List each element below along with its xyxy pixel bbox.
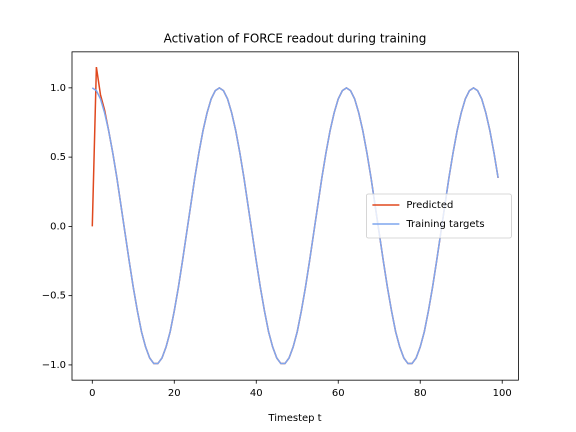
y-tick-label: 0.5 xyxy=(50,152,66,163)
x-tick-label: 0 xyxy=(89,388,95,399)
y-tick-label: 0.0 xyxy=(50,221,66,232)
legend-label: Training targets xyxy=(405,219,484,230)
x-axis-label: Timestep t xyxy=(267,413,321,424)
legend-box xyxy=(365,193,512,239)
chart-title: Activation of FORCE readout during train… xyxy=(164,32,427,46)
x-tick-label: 60 xyxy=(332,388,345,399)
x-tick-label: 100 xyxy=(493,388,512,399)
y-tick-label: −0.5 xyxy=(42,291,66,302)
y-tick-label: 1.0 xyxy=(50,83,66,94)
x-tick-label: 80 xyxy=(414,388,427,399)
legend-label: Predicted xyxy=(406,200,453,211)
series-line xyxy=(91,86,499,365)
x-tick-label: 20 xyxy=(168,388,181,399)
plot-frame xyxy=(71,51,519,381)
y-tick-label: −1.0 xyxy=(42,360,66,371)
x-tick-label: 40 xyxy=(250,388,263,399)
